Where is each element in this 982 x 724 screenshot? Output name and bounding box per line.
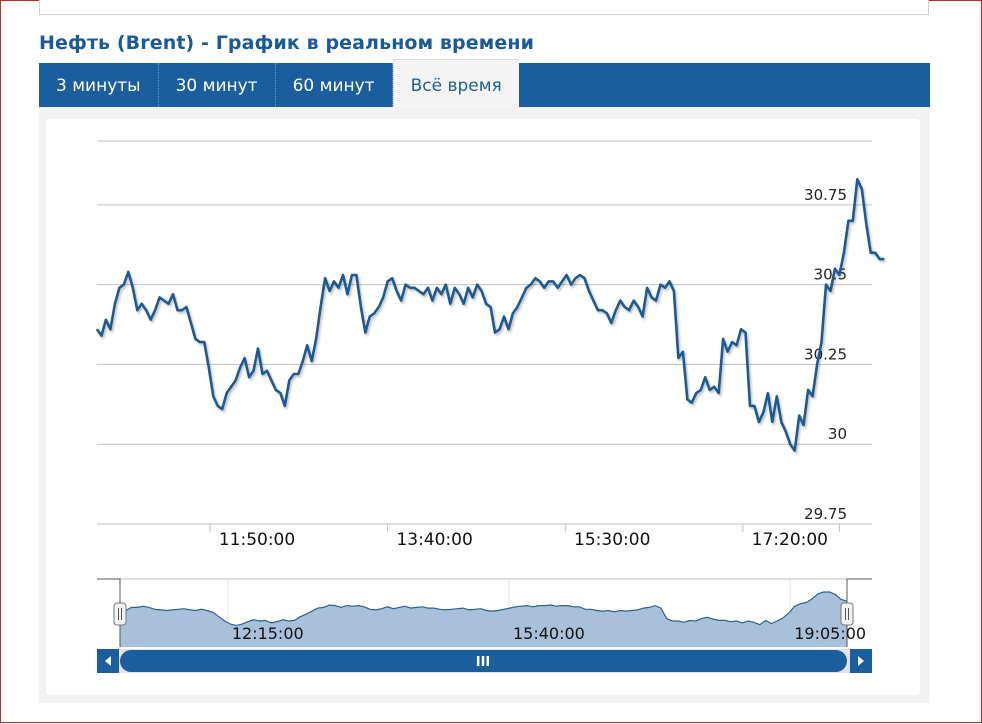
navigator-tick-label: 19:05:00 <box>794 624 866 643</box>
chart-container <box>46 119 920 695</box>
tab-3-minutes[interactable]: 3 минуты <box>39 63 159 107</box>
top-panel-edge <box>39 0 929 15</box>
tab-60-minutes[interactable]: 60 минут <box>276 63 393 107</box>
scrollbar[interactable]: III <box>97 649 872 673</box>
navigator-area <box>120 592 847 647</box>
navigator: 12:15:00 15:40:00 19:05:00 III <box>97 578 872 673</box>
tab-30-minutes[interactable]: 30 минут <box>159 63 276 107</box>
page-title: Нефть (Brent) - График в реальном времен… <box>39 32 534 54</box>
navigator-handle-right[interactable] <box>840 602 854 626</box>
navigator-handle-left[interactable] <box>113 602 127 626</box>
handle-body[interactable] <box>840 602 854 626</box>
navigator-tick-label: 15:40:00 <box>513 624 585 643</box>
chevron-left-icon <box>105 656 111 666</box>
navigator-line <box>119 591 848 627</box>
time-range-tabs: 3 минуты 30 минут 60 минут Всё время <box>39 59 930 107</box>
tab-all-time[interactable]: Всё время <box>392 59 519 107</box>
scrollbar-thumb[interactable] <box>120 650 847 672</box>
chevron-right-icon <box>858 656 864 666</box>
handle-body[interactable] <box>113 602 127 626</box>
scrollbar-grip-icon: III <box>476 655 491 670</box>
navigator-tick-label: 12:15:00 <box>232 624 304 643</box>
